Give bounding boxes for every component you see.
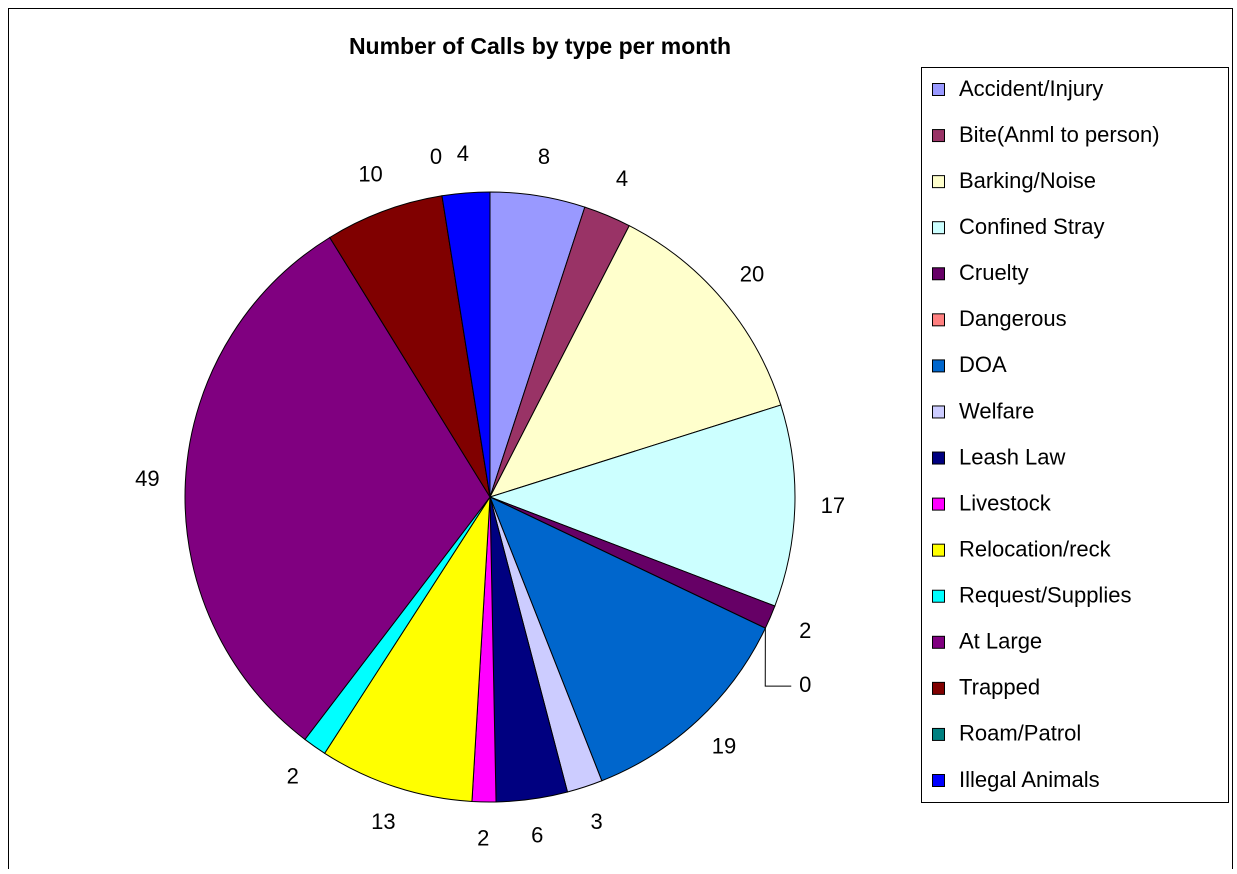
pie-slice <box>489 224 782 498</box>
legend-swatch <box>932 267 945 281</box>
legend-swatch <box>932 175 945 189</box>
legend-swatch <box>932 774 945 787</box>
legend-swatch <box>932 313 945 327</box>
pie-slice <box>489 496 767 782</box>
legend-swatch <box>932 83 945 96</box>
legend-label: Trapped <box>959 675 1040 700</box>
pie-slice <box>329 195 491 498</box>
pie-slice <box>184 236 491 741</box>
legend-box <box>921 67 1229 803</box>
pie-slice <box>488 404 796 607</box>
legend-label: Relocation/reck <box>959 536 1112 561</box>
legend-swatch <box>932 405 945 419</box>
legend-label: Illegal Animals <box>959 767 1100 792</box>
legend-swatch <box>932 543 945 557</box>
data-label: 0 <box>430 144 442 169</box>
legend-label: Leash Law <box>959 444 1066 469</box>
data-label: 19 <box>712 734 736 759</box>
data-label: 2 <box>477 826 489 851</box>
legend-swatch <box>932 359 945 373</box>
data-label: 8 <box>538 144 550 169</box>
legend-label: Bite(Anml to person) <box>959 122 1160 147</box>
legend-label: Dangerous <box>959 306 1067 331</box>
legend-label: Welfare <box>959 398 1034 423</box>
legend-swatch <box>932 589 945 603</box>
chart-title: Number of Calls by type per month <box>349 33 731 59</box>
pie-slice <box>323 495 491 802</box>
legend-swatch <box>932 129 945 143</box>
data-label: 6 <box>531 823 543 848</box>
legend-label: Request/Supplies <box>959 583 1131 608</box>
data-label: 4 <box>616 166 628 191</box>
data-label: 49 <box>135 466 159 491</box>
legend-label: Confined Stray <box>959 214 1105 239</box>
data-label: 4 <box>457 141 469 166</box>
data-label: 0 <box>799 672 811 697</box>
data-label: 2 <box>287 763 299 788</box>
data-label: 10 <box>358 161 382 186</box>
legend-swatch <box>932 451 945 465</box>
chart-border <box>8 8 1233 869</box>
legend-label: At Large <box>959 629 1042 654</box>
legend-swatch <box>932 635 945 649</box>
legend-swatch <box>932 727 945 741</box>
data-label: 20 <box>740 261 764 286</box>
data-label: 2 <box>799 618 811 643</box>
data-label: 3 <box>591 809 603 834</box>
legend-swatch <box>932 497 945 511</box>
pie-slice <box>441 191 491 498</box>
legend-swatch <box>932 681 945 695</box>
legend-label: Cruelty <box>959 260 1029 285</box>
legend-label: Accident/Injury <box>959 76 1103 101</box>
data-label: 17 <box>821 493 845 518</box>
legend-swatch <box>932 221 945 235</box>
legend-label: Livestock <box>959 490 1052 515</box>
legend-label: Roam/Patrol <box>959 721 1081 746</box>
legend-label: DOA <box>959 352 1007 377</box>
legend-label: Barking/Noise <box>959 168 1096 193</box>
leader-line <box>764 628 792 687</box>
data-label: 13 <box>371 809 395 834</box>
